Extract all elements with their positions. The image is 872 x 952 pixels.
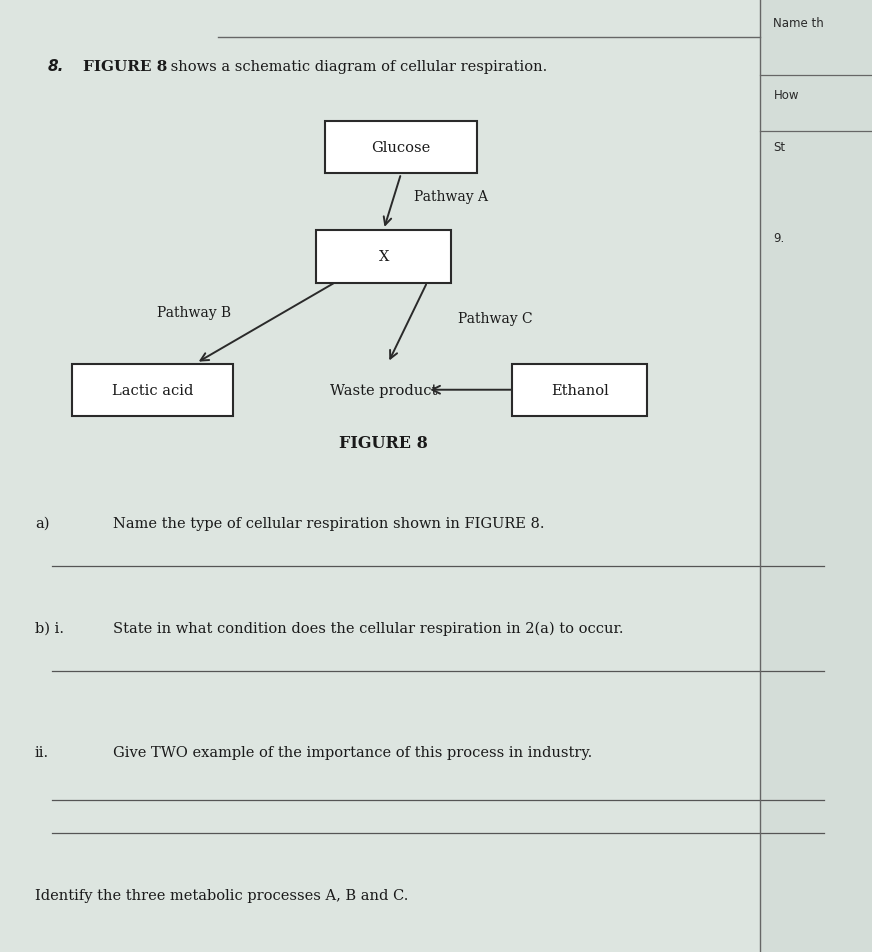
- Text: b) i.: b) i.: [35, 622, 64, 635]
- Text: X: X: [378, 250, 389, 264]
- Text: ii.: ii.: [35, 745, 49, 759]
- Text: FIGURE 8: FIGURE 8: [83, 60, 167, 73]
- Text: Name th: Name th: [773, 17, 824, 30]
- Text: a): a): [35, 517, 50, 530]
- Text: Ethanol: Ethanol: [551, 384, 609, 397]
- Text: FIGURE 8: FIGURE 8: [339, 434, 428, 451]
- Text: Waste product: Waste product: [330, 384, 438, 397]
- Text: Pathway C: Pathway C: [458, 312, 533, 326]
- Text: State in what condition does the cellular respiration in 2(a) to occur.: State in what condition does the cellula…: [113, 621, 623, 636]
- Text: Pathway B: Pathway B: [157, 306, 231, 319]
- Text: 8.: 8.: [48, 59, 65, 74]
- Text: Identify the three metabolic processes A, B and C.: Identify the three metabolic processes A…: [35, 888, 408, 902]
- Text: Name the type of cellular respiration shown in FIGURE 8.: Name the type of cellular respiration sh…: [113, 517, 545, 530]
- Text: shows a schematic diagram of cellular respiration.: shows a schematic diagram of cellular re…: [166, 60, 547, 73]
- Text: Give TWO example of the importance of this process in industry.: Give TWO example of the importance of th…: [113, 745, 593, 759]
- Text: Lactic acid: Lactic acid: [112, 384, 194, 397]
- Text: How: How: [773, 89, 799, 102]
- Bar: [72, 365, 233, 417]
- Text: St: St: [773, 141, 786, 154]
- Text: 9.: 9.: [773, 231, 785, 245]
- Text: Pathway A: Pathway A: [414, 190, 488, 204]
- FancyBboxPatch shape: [0, 0, 760, 952]
- Bar: [316, 230, 452, 284]
- Bar: [325, 122, 478, 174]
- Bar: [513, 365, 647, 417]
- Text: Glucose: Glucose: [371, 141, 431, 154]
